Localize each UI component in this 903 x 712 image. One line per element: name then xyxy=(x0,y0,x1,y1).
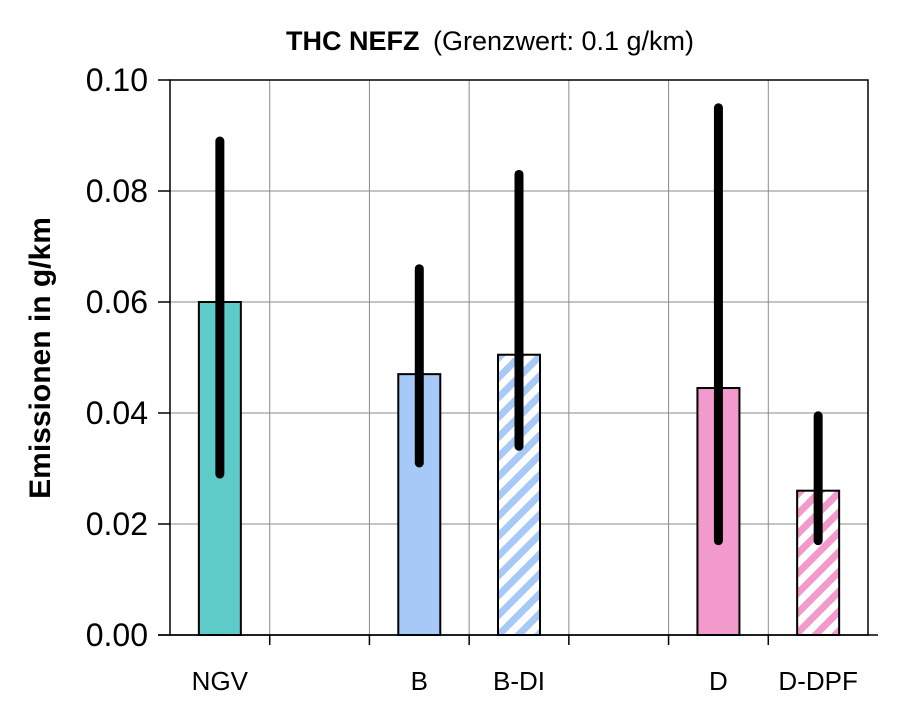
chart-title-limit: (Grenzwert: 0.1 g/km) xyxy=(433,26,694,56)
y-tick-labels: 0.00 0.02 0.04 0.06 0.08 0.10 xyxy=(86,62,148,653)
x-tick-label: NGV xyxy=(192,666,249,696)
axes xyxy=(158,79,878,645)
y-tick-label: 0.08 xyxy=(86,173,148,209)
y-tick-label: 0.02 xyxy=(86,506,148,542)
x-tick-label: D-DPF xyxy=(778,666,857,696)
x-tick-label: B xyxy=(411,666,428,696)
y-axis-label: Emissionen in g/km xyxy=(24,217,57,499)
chart-title: THC NEFZ (Grenzwert: 0.1 g/km) xyxy=(286,26,694,56)
x-tick-label: B-DI xyxy=(493,666,545,696)
y-tick-label: 0.06 xyxy=(86,284,148,320)
y-tick-label: 0.00 xyxy=(86,617,148,653)
chart-title-main: THC NEFZ xyxy=(286,26,419,56)
y-tick-label: 0.04 xyxy=(86,395,148,431)
error-bars xyxy=(215,103,823,546)
x-tick-label: D xyxy=(709,666,728,696)
y-tick-label: 0.10 xyxy=(86,62,148,98)
x-tick-labels: NGV B B-DI D D-DPF xyxy=(192,666,858,696)
